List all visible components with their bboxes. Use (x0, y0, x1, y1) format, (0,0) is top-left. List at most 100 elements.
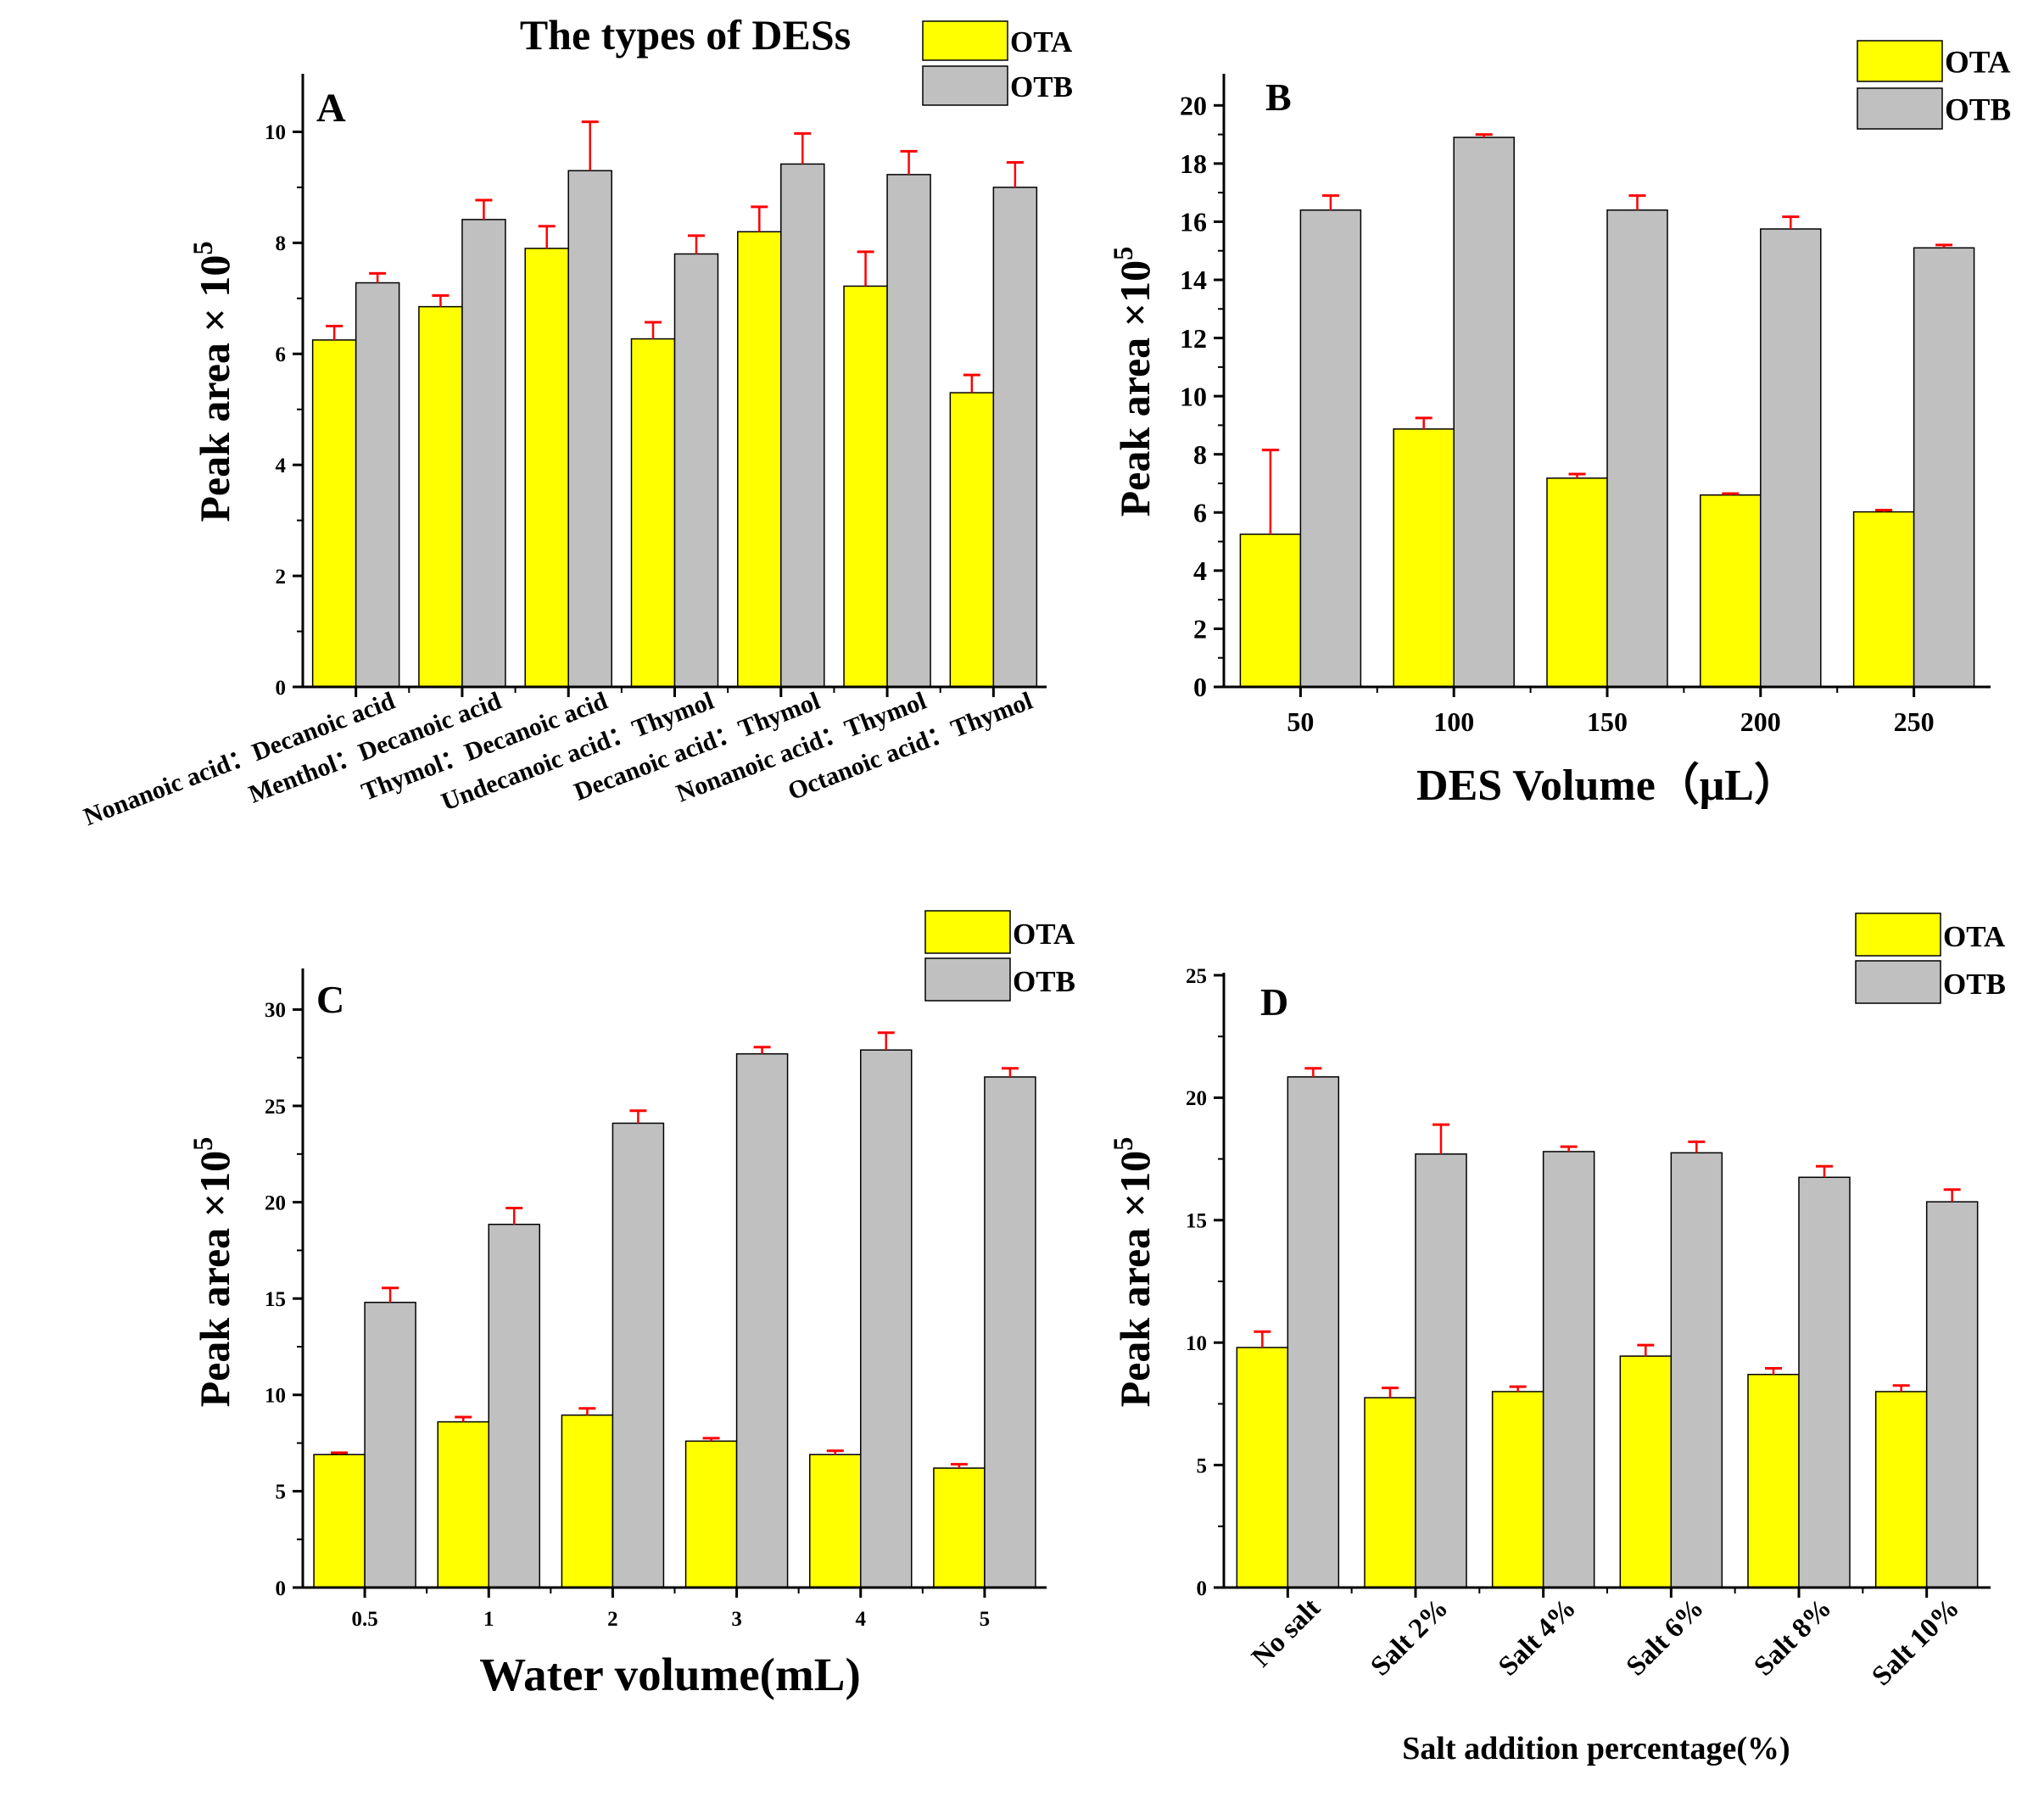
bar-otb-0 (355, 282, 400, 688)
y-tick-label-2: 10 (1186, 1332, 1207, 1355)
panel-label: B (1265, 75, 1292, 119)
y-axis-label-text: Peak area ×10 (1111, 1151, 1159, 1408)
x-tick-label-1: Salt 2% (1365, 1593, 1454, 1682)
bar-ota-1 (437, 1420, 489, 1588)
y-tick-label-9: 18 (1180, 148, 1207, 179)
bar-otb-0 (1299, 209, 1362, 688)
y-axis-label: Peak area ×105 (188, 1137, 238, 1408)
x-tick-label-0: 0.5 (351, 1608, 377, 1631)
y-tick-label-0: 0 (1197, 1577, 1208, 1600)
bar-otb-3 (673, 253, 719, 688)
bar-ota-0 (1236, 1347, 1289, 1588)
y-tick-label-2: 4 (1193, 555, 1207, 586)
bar-otb-2 (1606, 209, 1668, 688)
legend: OTA OTB (922, 20, 1073, 106)
x-tick-label-4: Salt 8% (1748, 1593, 1837, 1682)
y-tick-label-7: 14 (1180, 265, 1207, 295)
bar-ota-4 (1747, 1373, 1800, 1588)
y-tick-label-2: 4 (276, 455, 287, 477)
panel-label: A (316, 86, 346, 131)
bar-ota-0 (1239, 533, 1302, 688)
x-axis-label: Salt addition percentage(%) (1402, 1731, 1790, 1766)
bar-otb-4 (860, 1049, 913, 1588)
y-axis-label: Peak area × 105 (188, 241, 238, 522)
y-tick-label-8: 16 (1180, 207, 1207, 237)
bar-otb-1 (488, 1224, 540, 1588)
y-axis-label-exponent: 5 (1109, 1137, 1139, 1151)
bar-ota-2 (1491, 1391, 1544, 1588)
y-tick-label-5: 25 (265, 1096, 286, 1119)
bar-otb-4 (1913, 247, 1975, 688)
y-tick-label-1: 2 (1193, 614, 1207, 645)
x-tick-label-2: 150 (1587, 706, 1628, 737)
x-tick-label-5: 5 (980, 1608, 991, 1631)
x-axis-label: Water volume(mL) (479, 1649, 861, 1700)
x-tick-label-1: 1 (483, 1608, 494, 1631)
legend-label-otb: OTB (1943, 968, 2006, 1001)
y-tick-label-5: 25 (1186, 965, 1207, 988)
bar-ota-2 (561, 1414, 614, 1588)
x-tick-label-3: 200 (1740, 706, 1781, 737)
y-axis-label-text: Peak area × 10 (191, 255, 238, 522)
bar-otb-4 (780, 163, 825, 688)
y-tick-label-4: 20 (265, 1191, 286, 1214)
chart-panel-d: 0 5 10 15 20 25 No salt Salt 2% Salt 4% Salt 6% Sa… (1109, 912, 2006, 1766)
y-tick-label-10: 20 (1180, 90, 1207, 120)
bar-ota-2 (1546, 477, 1608, 688)
legend-swatch-otb (1855, 960, 1941, 1004)
bar-ota-4 (809, 1454, 862, 1588)
bar-otb-2 (1542, 1151, 1595, 1588)
x-tick-label-3: Salt 6% (1621, 1593, 1710, 1682)
bar-ota-6 (949, 392, 995, 688)
bar-ota-3 (630, 338, 676, 688)
x-tick-label-3: 3 (731, 1608, 742, 1631)
y-axis-label-exponent: 5 (1109, 247, 1139, 260)
bar-otb-2 (612, 1122, 665, 1588)
legend-label-otb: OTB (1010, 70, 1073, 103)
bar-ota-0 (313, 1454, 366, 1588)
bar-ota-5 (1874, 1391, 1928, 1588)
bar-ota-4 (1852, 511, 1915, 688)
x-tick-label-4: 250 (1894, 706, 1935, 737)
x-tick-label-4: 4 (856, 1608, 867, 1631)
bar-otb-0 (1287, 1076, 1340, 1588)
legend-label-ota: OTA (1945, 45, 2011, 80)
y-tick-label-3: 6 (276, 343, 287, 366)
y-tick-label-0: 0 (276, 1577, 287, 1600)
panel-label: C (316, 978, 344, 1021)
bar-otb-1 (1453, 137, 1515, 688)
legend-swatch-otb (922, 65, 1008, 106)
y-axis-label: Peak area ×105 (1109, 1137, 1159, 1408)
legend-swatch-ota (922, 20, 1008, 61)
legend: OTA OTB (924, 910, 1075, 1002)
y-tick-label-6: 30 (265, 999, 286, 1022)
y-axis-label-text: Peak area ×10 (1111, 260, 1159, 517)
y-tick-label-0: 0 (1193, 672, 1207, 702)
legend-swatch-otb (1857, 87, 1943, 130)
y-tick-label-1: 5 (1197, 1454, 1208, 1477)
x-tick-label-5: Salt 10% (1866, 1593, 1965, 1692)
chart-title: The types of DESs (520, 11, 851, 59)
x-tick-label-0: 50 (1287, 706, 1314, 737)
y-tick-label-4: 8 (276, 232, 287, 255)
legend-label-otb: OTB (1945, 92, 2011, 127)
y-axis-label-exponent: 5 (188, 241, 219, 254)
bar-otb-2 (567, 170, 612, 688)
bar-otb-4 (1798, 1176, 1851, 1588)
x-tick-label-0: No salt (1246, 1593, 1326, 1673)
bar-otb-5 (886, 174, 931, 688)
legend: OTA OTB (1857, 40, 2011, 130)
y-axis-label-text: Peak area ×10 (191, 1151, 238, 1408)
y-tick-label-2: 10 (265, 1385, 286, 1408)
legend-label-ota: OTA (1010, 25, 1073, 59)
bar-otb-3 (1760, 228, 1822, 688)
legend-label-otb: OTB (1013, 965, 1075, 998)
x-axis-label: DES Volume（μL） (1416, 761, 1798, 810)
bar-otb-3 (735, 1052, 789, 1588)
bar-ota-1 (1364, 1397, 1416, 1588)
bar-ota-3 (1619, 1355, 1673, 1588)
legend: OTA OTB (1855, 912, 2006, 1004)
